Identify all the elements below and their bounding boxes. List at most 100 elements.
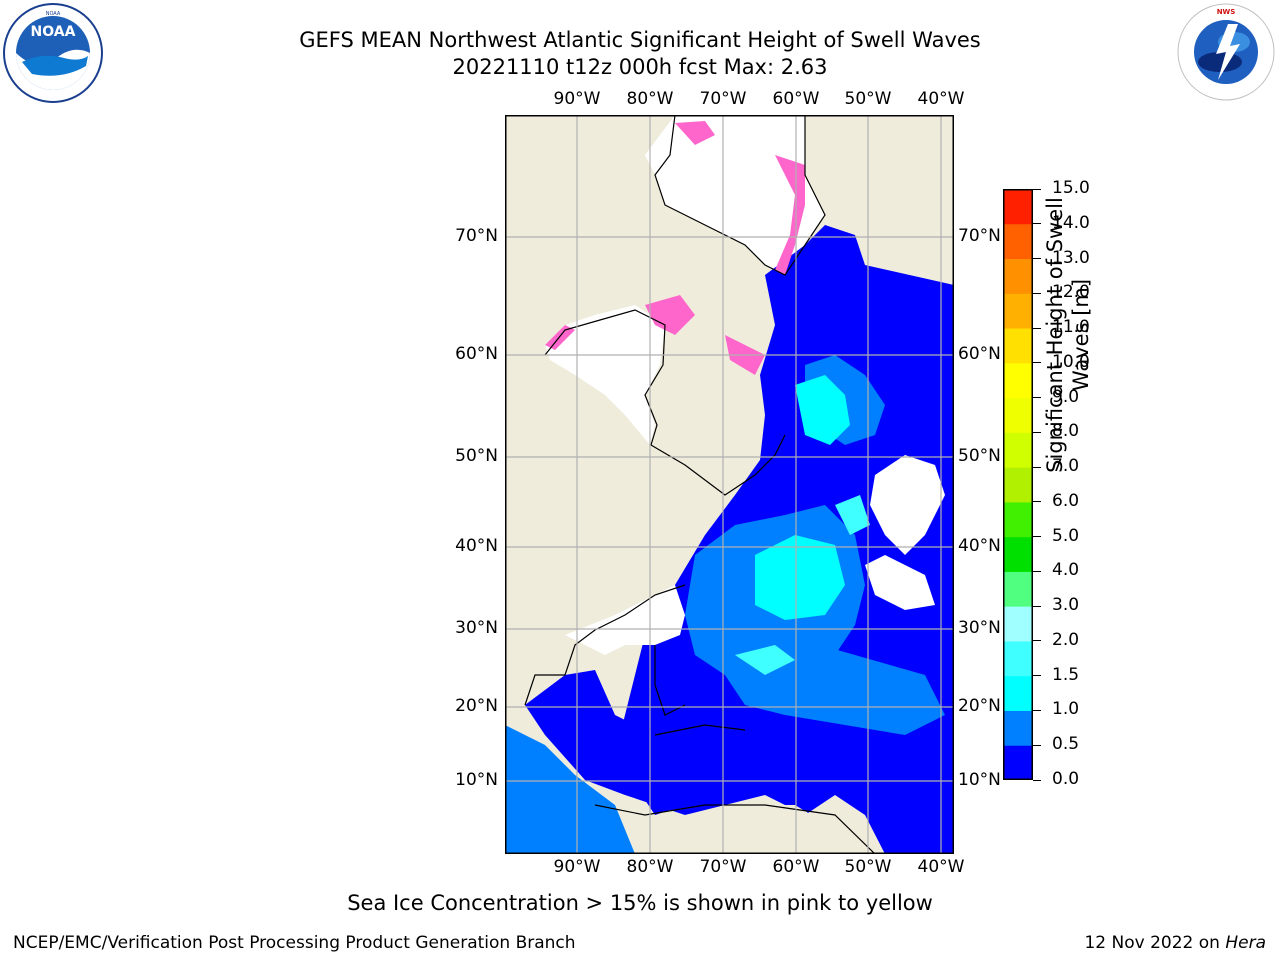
colorbar-tick-label: 8.0: [1052, 421, 1080, 442]
noaa-logo: NOAA NOAA: [2, 2, 104, 104]
footer-machine: Hera: [1225, 933, 1266, 953]
swell-height-map: [505, 115, 954, 854]
pacific-swell-mid: [505, 725, 635, 854]
colorbar-tick-mark: [1033, 536, 1041, 538]
colorbar-tick-mark: [1033, 188, 1041, 190]
colorbar-swatch: [1003, 640, 1033, 677]
swell-high-1: [755, 535, 845, 620]
lat-label-right: 20°N: [958, 696, 1001, 716]
lat-label-right: 30°N: [958, 618, 1001, 638]
colorbar-tick-mark: [1033, 327, 1041, 329]
colorbar-tick-label: 6.0: [1052, 490, 1080, 511]
colorbar-swatch: [1003, 571, 1033, 607]
colorbar: [1003, 189, 1033, 781]
colorbar-tick-mark: [1033, 501, 1041, 503]
lat-label-left: 10°N: [455, 770, 498, 790]
lat-label-right: 50°N: [958, 446, 1001, 466]
lat-label-left: 60°N: [455, 344, 498, 364]
svg-text:NOAA: NOAA: [31, 24, 76, 40]
lon-label-bottom: 90°W: [553, 857, 601, 877]
colorbar-tick-mark: [1033, 258, 1041, 260]
colorbar-swatch: [1003, 432, 1033, 468]
swell-high-3: [835, 495, 870, 535]
swell-high-2: [795, 375, 850, 445]
colorbar-tick-label: 11.0: [1052, 317, 1090, 338]
colorbar-swatch: [1003, 397, 1033, 433]
colorbar-tick-label: 12.0: [1052, 282, 1090, 303]
colorbar-tick-mark: [1033, 397, 1041, 399]
hudson-bay-area: [545, 305, 665, 445]
svg-text:NOAA: NOAA: [46, 11, 61, 17]
sea-ice-2: [775, 155, 805, 275]
colorbar-swatches: [1003, 189, 1033, 781]
masked-patch-1: [870, 455, 945, 555]
footer-date: 12 Nov 2022 on Hera: [1084, 933, 1266, 953]
colorbar-tick-mark: [1033, 431, 1041, 433]
colorbar-tick-mark: [1033, 292, 1041, 294]
colorbar-swatch: [1003, 293, 1033, 329]
colorbar-swatch: [1003, 606, 1033, 642]
chart-subtitle: 20221110 t12z 000h fcst Max: 2.63: [452, 55, 828, 79]
sea-ice-caption: Sea Ice Concentration > 15% is shown in …: [347, 891, 933, 915]
colorbar-swatch: [1003, 189, 1033, 225]
colorbar-tick-label: 3.0: [1052, 595, 1080, 616]
graticule: [505, 115, 954, 854]
colorbar-tick-mark: [1033, 675, 1041, 677]
lat-label-right: 10°N: [958, 770, 1001, 790]
lat-label-left: 20°N: [455, 696, 498, 716]
lat-label-left: 50°N: [455, 446, 498, 466]
colorbar-tick-mark: [1033, 640, 1041, 642]
caribbean-swell-low: [525, 670, 835, 815]
footer-date-text: 12 Nov 2022 on: [1084, 933, 1226, 953]
colorbar-swatch: [1003, 675, 1033, 711]
colorbar-tick-mark: [1033, 779, 1041, 781]
lat-label-right: 40°N: [958, 536, 1001, 556]
lon-label-bottom: 70°W: [699, 857, 747, 877]
colorbar-tick-label: 2.0: [1052, 629, 1080, 650]
colorbar-tick-mark: [1033, 362, 1041, 364]
colorbar-tick-mark: [1033, 570, 1041, 572]
lat-label-left: 70°N: [455, 226, 498, 246]
lon-label-bottom: 50°W: [844, 857, 892, 877]
colorbar-tick-label: 1.5: [1052, 664, 1080, 685]
colorbar-tick-mark: [1033, 223, 1041, 225]
colorbar-tick-mark: [1033, 605, 1041, 607]
lon-label-top: 80°W: [626, 89, 674, 109]
lon-label-top: 50°W: [844, 89, 892, 109]
footer-branch: NCEP/EMC/Verification Post Processing Pr…: [13, 933, 576, 953]
sea-ice-1: [675, 121, 715, 145]
chart-title: GEFS MEAN Northwest Atlantic Significant…: [299, 28, 981, 52]
lon-label-top: 90°W: [553, 89, 601, 109]
greenland-area: [645, 115, 825, 275]
colorbar-swatch: [1003, 710, 1033, 746]
colorbar-label: Significant Height of Swell Waves [m]: [1043, 197, 1093, 473]
svg-text:NWS: NWS: [1217, 8, 1236, 16]
lon-label-top: 60°W: [772, 89, 820, 109]
us-east-land: [565, 585, 685, 655]
colorbar-tick-mark: [1033, 744, 1041, 746]
lon-label-bottom: 40°W: [917, 857, 965, 877]
colorbar-tick-label: 0.0: [1052, 769, 1080, 789]
nws-logo: NWS: [1176, 2, 1276, 102]
map-panel: [505, 115, 954, 854]
lat-label-left: 40°N: [455, 536, 498, 556]
colorbar-tick-label: 0.5: [1052, 734, 1080, 755]
colorbar-swatch: [1003, 223, 1033, 260]
colorbar-tick-label: 10.0: [1052, 351, 1090, 372]
colorbar-swatch: [1003, 745, 1033, 781]
colorbar-tick-label: 13.0: [1052, 247, 1090, 268]
sea-ice-4: [645, 295, 695, 335]
colorbar-swatch: [1003, 467, 1033, 503]
lat-label-right: 60°N: [958, 344, 1001, 364]
lat-label-right: 70°N: [958, 226, 1001, 246]
colorbar-tick-label: 9.0: [1052, 386, 1080, 407]
lon-label-top: 70°W: [699, 89, 747, 109]
lon-label-bottom: 60°W: [772, 857, 820, 877]
colorbar-tick-label: 4.0: [1052, 560, 1080, 581]
swell-high-4: [735, 645, 795, 675]
lat-label-left: 30°N: [455, 618, 498, 638]
colorbar-tick-mark: [1033, 466, 1041, 468]
colorbar-tick-label: 15.0: [1052, 178, 1090, 198]
south-america-land: [645, 805, 875, 854]
colorbar-tick-label: 5.0: [1052, 525, 1080, 546]
